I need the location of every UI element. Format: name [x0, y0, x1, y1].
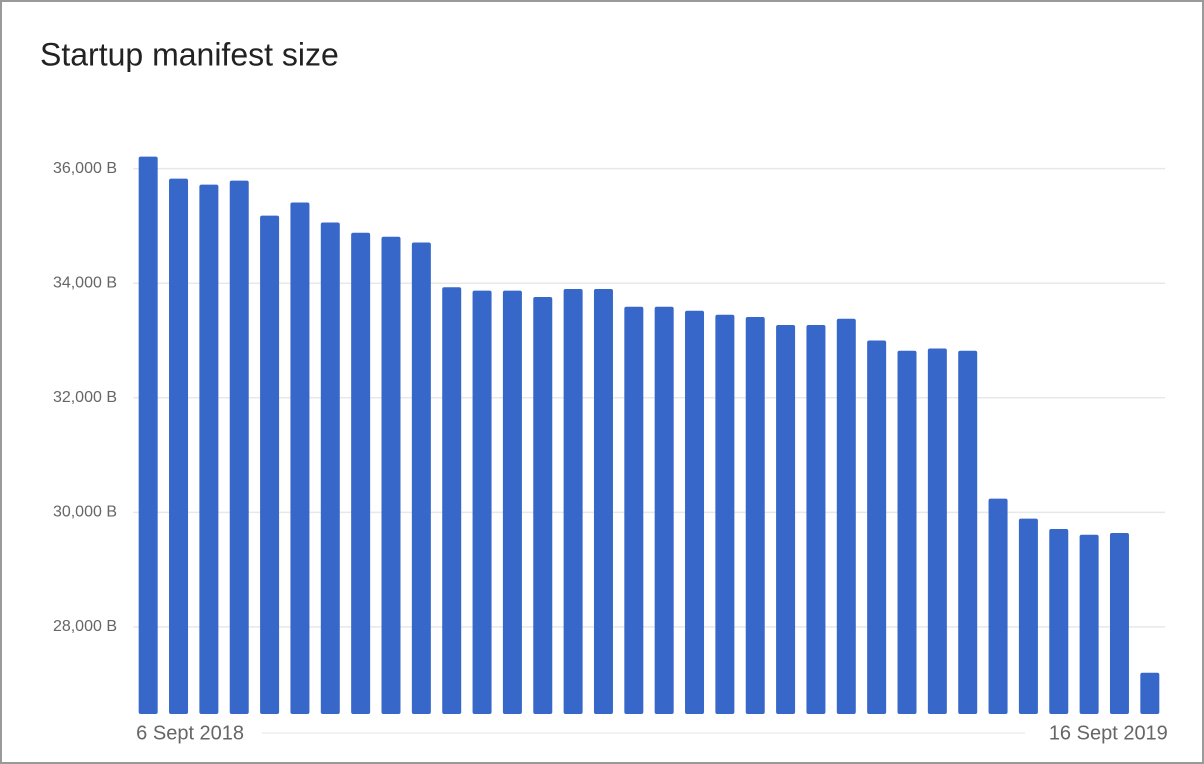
bar [138, 156, 158, 714]
bar [897, 350, 917, 714]
bar [776, 325, 796, 714]
bar [320, 222, 340, 714]
bar [472, 290, 492, 714]
bar [1018, 518, 1038, 714]
bar [806, 325, 826, 714]
bar [229, 180, 249, 714]
bar [290, 202, 310, 715]
y-tick-label: 36,000 B [53, 160, 117, 177]
bar [836, 318, 856, 714]
bar [260, 215, 280, 714]
bar [1140, 672, 1160, 714]
bar [563, 288, 583, 714]
bar [169, 178, 189, 714]
bar [867, 340, 887, 714]
bar [927, 348, 947, 714]
x-tick-label: 16 Sept 2019 [1049, 722, 1168, 744]
bar [745, 317, 765, 714]
y-tick-label: 30,000 B [53, 504, 117, 521]
bar [654, 306, 674, 714]
bar [351, 232, 371, 714]
bar [1079, 534, 1099, 714]
bar [593, 288, 613, 714]
bar [624, 306, 644, 714]
bar [411, 242, 431, 714]
bar [715, 314, 735, 714]
y-tick-label: 28,000 B [53, 618, 117, 635]
y-tick-label: 34,000 B [53, 274, 117, 291]
bar [1109, 532, 1129, 714]
bar [442, 287, 462, 714]
bar [1049, 528, 1069, 714]
chart-title: Startup manifest size [40, 36, 339, 72]
y-tick-label: 32,000 B [53, 389, 117, 406]
x-tick-label: 6 Sept 2018 [136, 722, 244, 744]
bar [533, 296, 553, 714]
bar [199, 184, 219, 715]
bar [381, 236, 401, 714]
bar [988, 498, 1008, 714]
bar [685, 310, 705, 714]
bar [502, 290, 522, 714]
bar [958, 350, 978, 714]
